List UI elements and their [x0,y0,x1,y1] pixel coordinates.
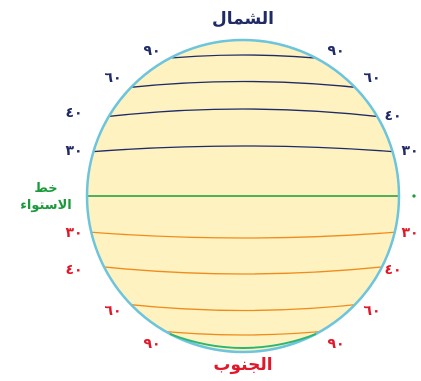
lat-label-south-40-left: ٤٠ [65,262,82,278]
lat-label-north-60-left: ٦٠ [104,70,121,86]
latitude-line-north-30 [87,145,399,153]
lat-label-south-30-right: ٣٠ [401,225,418,241]
north-label: الشمال [212,9,274,29]
equator-right-marker [412,194,416,198]
lat-label-south-40-right: ٤٠ [384,262,401,278]
lat-label-north-30-right: ٣٠ [401,143,418,159]
lat-label-north-60-right: ٦٠ [363,70,380,86]
latitude-line-south-90 [149,329,337,336]
lat-label-south-30-left: ٣٠ [65,225,82,241]
latitude-line-north-40 [94,108,392,119]
latitude-line-north-60 [114,80,372,90]
globe-outline [85,38,401,354]
lat-label-north-40-left: ٤٠ [65,105,82,121]
globe-outline-south-accent [169,333,317,349]
latitude-line-south-60 [114,302,372,312]
lat-label-south-90-right: ٩٠ [327,336,344,352]
latitude-line-south-40 [94,265,392,275]
lat-label-north-90-left: ٩٠ [143,43,160,59]
lat-label-south-60-right: ٦٠ [363,303,380,319]
lat-label-south-60-left: ٦٠ [104,303,121,319]
equator-label-line2: الاستواء [20,198,71,213]
south-label: الجنوب [213,355,272,375]
latitude-line-south-30 [87,231,399,239]
lat-label-south-90-left: ٩٠ [143,336,160,352]
lat-label-north-30-left: ٣٠ [65,143,82,159]
lat-label-north-90-right: ٩٠ [327,43,344,59]
equator-label-line1: خط [34,181,57,196]
lat-label-north-40-right: ٤٠ [384,108,401,124]
